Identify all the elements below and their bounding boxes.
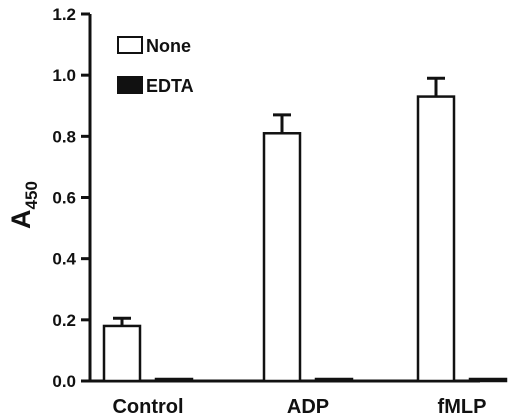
legend-swatch-none	[117, 36, 143, 54]
legend-label-edta: EDTA	[146, 76, 194, 96]
x-tick-label: ADP	[287, 396, 329, 418]
legend: None EDTA	[117, 36, 194, 96]
bar-none-fmlp	[416, 95, 456, 383]
bar-none-adp	[262, 132, 302, 383]
y-tick-label: 0.2	[52, 311, 76, 330]
legend-swatch-edta	[117, 76, 143, 94]
x-tick-label: fMLP	[438, 396, 487, 418]
bars	[102, 76, 508, 383]
bar-edta-adp	[314, 377, 354, 383]
legend-label-none: None	[146, 36, 191, 56]
bar-edta-control	[154, 377, 194, 383]
y-tick-label: 1.2	[52, 5, 76, 24]
y-ticks: 0.0 0.2 0.4 0.6 0.8 1.0 1.2	[52, 5, 90, 391]
y-tick-label: 0.4	[52, 250, 76, 269]
x-tick-labels: Control ADP fMLP	[112, 396, 486, 418]
x-tick-label: Control	[112, 396, 183, 418]
y-tick-label: 0.8	[52, 127, 76, 146]
y-tick-label: 1.0	[52, 66, 76, 85]
bar-none-control	[102, 324, 142, 383]
y-tick-label: 0.0	[52, 372, 76, 391]
y-tick-label: 0.6	[52, 189, 76, 208]
bar-edta-fmlp	[468, 377, 508, 383]
y-axis-label: A450	[6, 181, 41, 229]
